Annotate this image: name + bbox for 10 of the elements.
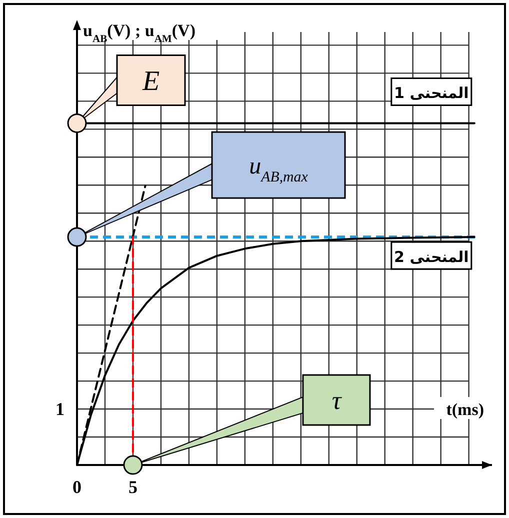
series-label: المنحنى 2	[394, 248, 469, 266]
annotation: τ	[332, 386, 343, 416]
x-tick-label: 0	[72, 477, 82, 497]
text: 1	[56, 399, 64, 420]
y-axis-title: u$_{AB}$(V) ; u$_{AM}$(V)	[83, 21, 196, 44]
series-label: المنحنى 1	[394, 84, 469, 102]
text: E	[141, 66, 160, 98]
x-axis-title: t(ms)	[446, 400, 484, 420]
x-tick-label: 5	[128, 477, 138, 497]
annotation: u$_{AB,max}$	[249, 153, 308, 186]
